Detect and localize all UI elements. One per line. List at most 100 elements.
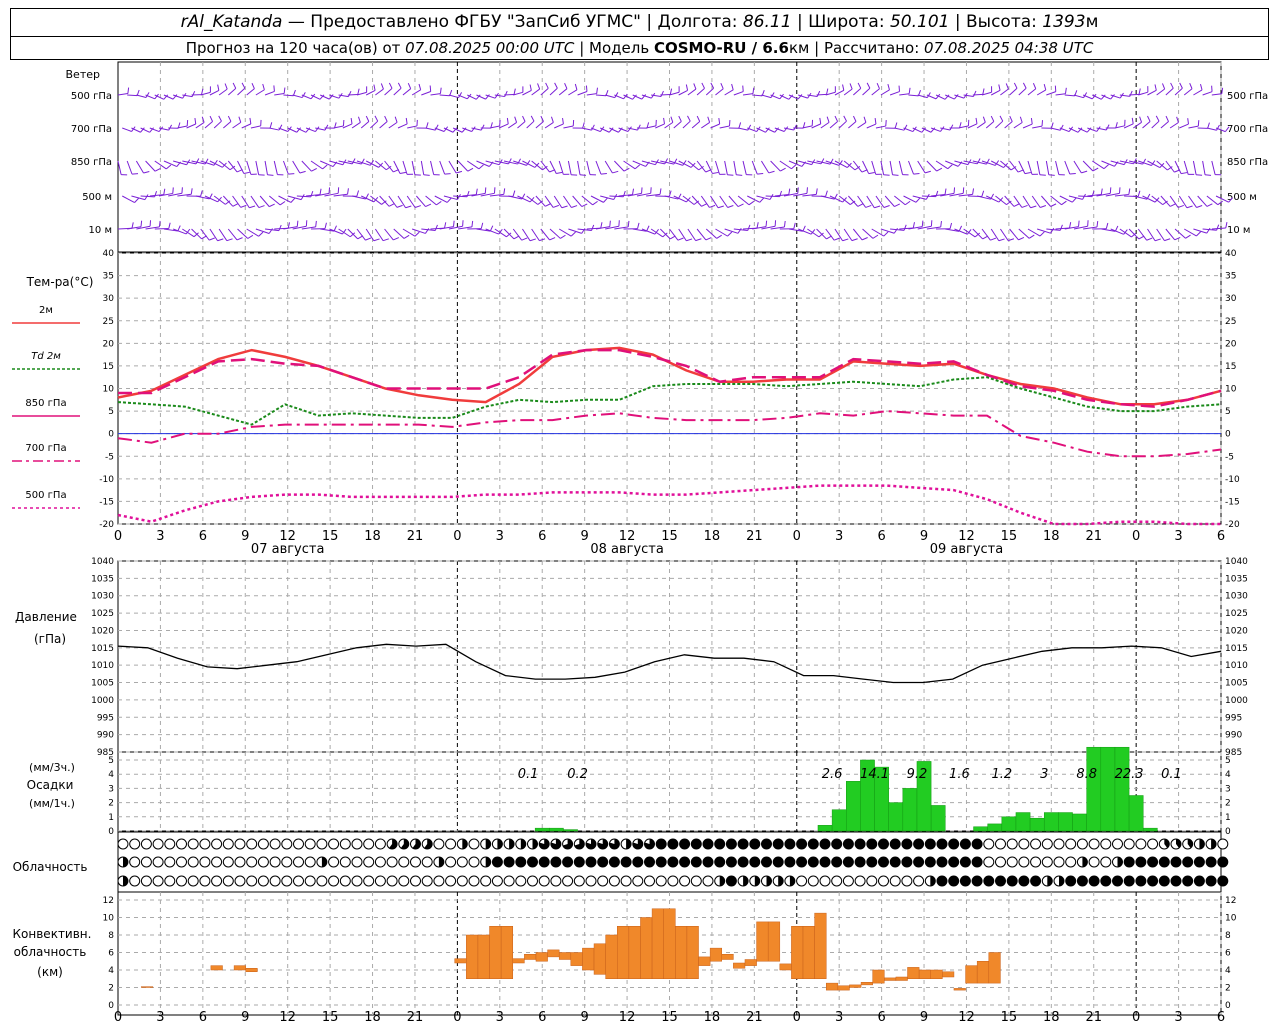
wind-barb [255,160,260,175]
wind-barb [921,195,936,198]
conv-bar [884,977,897,981]
cloud-symbol [140,856,152,868]
wind-barb-feather [693,83,697,90]
temp-legend-label: 2м [39,305,53,316]
wind-barb [1138,160,1152,166]
wind-barb-feather [1018,237,1025,241]
cloud-symbol-fill [1171,857,1181,867]
cloud-symbol-fill [749,839,760,849]
cloud-symbol-fill [726,839,737,849]
conv-x-tick-label: 3 [156,1010,164,1024]
conv-bar [907,967,920,979]
wind-barb [1206,195,1219,206]
wind-barb-feather [300,194,305,200]
cloud-symbol-fill [1030,876,1041,886]
wind-barb [471,127,482,131]
precip-bar [563,829,578,832]
wind-barb [797,228,812,235]
wind-barb [397,123,408,129]
wind-barb [990,228,1000,242]
wind-barb [641,228,656,235]
cloud-symbol-fill [597,857,608,867]
wind-barb [458,226,473,230]
cloud-symbol [608,875,620,887]
prec-y-tick-label: 0 [108,827,114,837]
cloud-symbol-fill [485,839,491,849]
wind-barb [1151,195,1164,206]
conv-x-tick-label: 18 [704,1010,721,1024]
wind-barb [186,123,196,129]
conv-bar [953,988,966,991]
cloud-symbol [445,875,457,887]
wind-barb [1092,94,1102,100]
wind-barb-feather [788,188,791,195]
wind-barb-feather [452,127,458,133]
wind-barb-feather [436,201,442,206]
wind-barb [131,127,141,133]
wind-barb-feather [1123,229,1128,235]
wind-barb [154,160,167,170]
cloud-symbol [386,875,398,887]
wind-barb [182,160,197,165]
cloud-symbol-fill [820,839,830,849]
wind-barb-feather [973,90,977,97]
wind-barb-feather [1105,222,1109,229]
conv-y-tick-label-right: 2 [1225,984,1231,994]
cloud-symbol [398,875,410,887]
wind-barb-feather [913,172,920,175]
wind-barb [411,89,421,96]
wind-barb [1087,127,1097,132]
wind-barb-feather [903,124,908,131]
wind-barb-feather [592,200,598,206]
cloud-symbol [854,875,866,887]
cloud-symbol-fill [1176,839,1182,849]
temp-x-tick-label: 15 [1001,529,1018,544]
wind-barb [443,195,458,201]
wind-barb [1018,228,1030,239]
wind-barb [329,94,340,99]
wind-barb [411,160,416,175]
wind-barb [623,160,636,170]
wind-barb [333,193,348,197]
pressure-title: Давление [15,610,77,624]
cloud-symbol-fill [843,857,854,867]
wind-barb [793,192,808,197]
wind-barb-feather [508,158,512,165]
cloud-symbol-fill [1135,876,1146,886]
conv-y-tick-label-right: 6 [1225,949,1231,959]
cloud-symbol [1135,838,1147,850]
wind-barb [958,125,969,129]
wind-barb-feather [201,116,205,123]
station-name: rAl_Katanda [180,12,283,32]
wind-barb-feather [866,82,871,89]
wind-barb-feather [444,222,447,229]
temp-y-tick-label: 5 [108,407,114,417]
wind-barb [425,195,437,206]
wind-barb-feather [574,83,578,90]
wind-barb [494,228,507,238]
wind-barb-feather [461,127,467,133]
conv-x-tick-label: 18 [1043,1010,1060,1024]
conv-bar [454,958,467,964]
conv-x-tick-label: 15 [322,1010,339,1024]
wind-barb [375,88,384,96]
wind-barb [857,122,867,129]
wind-barb [752,94,763,97]
cloud-symbol-fill [644,839,655,849]
cloud-symbol-fill [1124,857,1135,867]
wind-barb-feather [1154,84,1157,91]
wind-barb [995,120,1004,129]
wind-barb [462,127,472,132]
wind-barb [733,228,748,231]
wind-barb-feather [893,227,898,234]
wind-barb-feather [1196,204,1203,208]
wind-barb-feather [381,200,387,205]
wind-barb [1009,228,1019,241]
day-label: 09 августа [930,542,1004,557]
wind-barb-feather [537,200,543,205]
wind-barb-feather [158,220,161,227]
cloud-symbol [1006,838,1018,850]
wind-barb-feather [660,90,664,97]
precip-bar [1086,746,1102,832]
wind-barb [976,195,991,200]
